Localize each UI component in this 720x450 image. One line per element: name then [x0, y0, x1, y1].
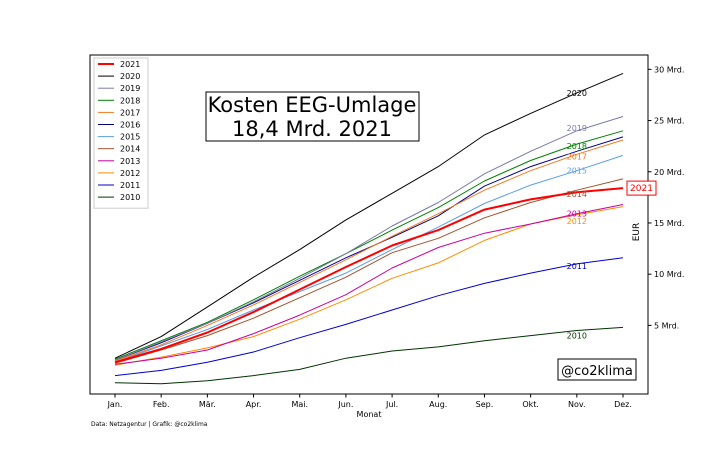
legend-label-2015: 2015 — [120, 133, 140, 142]
x-tick-label: Dez. — [614, 400, 632, 409]
y-tick-label: 15 Mrd. — [654, 219, 684, 228]
legend-label-2021: 2021 — [120, 60, 140, 69]
end-label-2020: 2020 — [567, 89, 587, 98]
legend: 2021 2020 2019 2018 2017 2016 2015 2014 2013 2012… — [93, 57, 149, 209]
end-label-2015: 2015 — [567, 167, 587, 176]
chart-title-line1: Kosten EEG-Umlage — [208, 93, 417, 117]
x-tick-label: Jul. — [385, 400, 398, 409]
end-badge: 2021 — [626, 180, 657, 196]
legend-frame — [93, 57, 149, 209]
chart-title-box: Kosten EEG-Umlage 18,4 Mrd. 2021 — [205, 91, 420, 142]
legend-label-2011: 2011 — [120, 181, 140, 190]
legend-label-2016: 2016 — [120, 121, 140, 130]
legend-label-2018: 2018 — [120, 96, 140, 105]
legend-label-2014: 2014 — [120, 145, 140, 154]
legend-label-2010: 2010 — [120, 193, 140, 202]
series-line-2015 — [114, 154, 624, 363]
y-axis-label: EUR — [632, 223, 642, 242]
watermark-box: @co2klima — [557, 358, 637, 381]
end-label-2019: 2019 — [567, 124, 587, 133]
series-line-2017 — [114, 139, 624, 362]
legend-label-2020: 2020 — [120, 72, 140, 81]
legend-label-2013: 2013 — [120, 157, 140, 166]
end-label-2013: 2013 — [567, 210, 587, 219]
x-tick-label: Jun. — [337, 400, 353, 409]
plot-lines — [114, 72, 624, 385]
end-badge-label: 2021 — [630, 184, 653, 194]
series-line-2014 — [114, 178, 624, 364]
series-line-2011 — [114, 257, 624, 377]
legend-label-2012: 2012 — [120, 169, 140, 178]
series-line-2019 — [114, 116, 624, 361]
series-line-2013 — [114, 204, 624, 365]
y-tick-label: 30 Mrd. — [654, 65, 684, 74]
x-tick-label: Apr. — [246, 400, 262, 409]
x-tick-label: Sep. — [476, 400, 494, 409]
x-tick-label: Aug. — [429, 400, 447, 409]
x-tick-label: Mär. — [199, 400, 216, 409]
series-line-2020 — [114, 72, 624, 359]
watermark-frame — [557, 358, 637, 381]
end-label-2014: 2014 — [567, 190, 587, 199]
x-axis-label: Monat — [357, 410, 382, 419]
watermark-text: @co2klima — [561, 364, 633, 379]
legend-label-2017: 2017 — [120, 108, 140, 117]
end-badge-frame — [626, 180, 657, 196]
legend-label-2019: 2019 — [120, 84, 140, 93]
x-tick-label: Nov. — [568, 400, 586, 409]
series-line-2012 — [114, 206, 624, 366]
y-tick-label: 20 Mrd. — [654, 168, 684, 177]
series-line-2010 — [114, 326, 624, 385]
y-tick-label: 25 Mrd. — [654, 117, 684, 126]
plot-frame — [89, 54, 649, 395]
chart-title-line2: 18,4 Mrd. 2021 — [232, 117, 392, 141]
end-label-2018: 2018 — [567, 142, 587, 151]
series-line-2018 — [114, 130, 624, 360]
end-label-2010: 2010 — [567, 332, 587, 341]
chart-title-frame — [205, 91, 420, 142]
x-tick-label: Feb. — [153, 400, 170, 409]
y-tick-label: 5 Mrd. — [654, 321, 679, 330]
axis-ticks: Jan. Feb. Mär. Apr. Mai. Jun. Jul. Aug. Sep. Okt.… — [107, 65, 685, 409]
x-tick-label: Okt. — [522, 400, 539, 409]
end-label-2017: 2017 — [567, 152, 587, 161]
source-note: Data: Netzagentur | Grafik: @co2klima — [91, 421, 208, 428]
end-label-2011: 2011 — [567, 262, 587, 271]
y-tick-label: 10 Mrd. — [654, 270, 684, 279]
x-tick-label: Jan. — [107, 400, 123, 409]
end-label-2012: 2012 — [567, 217, 587, 226]
series-line-2021 — [114, 187, 624, 364]
x-tick-label: Mai. — [291, 400, 308, 409]
